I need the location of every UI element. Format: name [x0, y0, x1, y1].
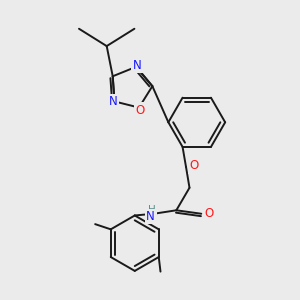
Text: N: N: [133, 58, 141, 72]
Text: H: H: [148, 205, 156, 214]
Text: N: N: [146, 210, 155, 223]
Text: O: O: [189, 159, 198, 172]
Text: N: N: [108, 95, 117, 108]
Text: O: O: [204, 207, 214, 220]
Text: O: O: [135, 104, 145, 117]
